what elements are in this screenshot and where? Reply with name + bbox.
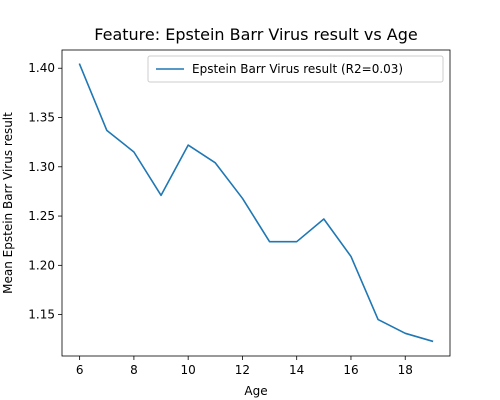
x-axis: 6 8 10 12 14 16 18	[76, 356, 413, 377]
y-tick-label: 1.15	[28, 308, 55, 322]
y-tick-label: 1.40	[28, 61, 55, 75]
x-tick-label: 12	[235, 363, 250, 377]
legend: Epstein Barr Virus result (R2=0.03)	[147, 55, 444, 83]
y-tick-label: 1.35	[28, 111, 55, 125]
legend-entry: Epstein Barr Virus result (R2=0.03)	[192, 62, 403, 76]
legend-box	[147, 55, 444, 83]
x-tick-label: 8	[130, 363, 138, 377]
chart-title: Feature: Epstein Barr Virus result vs Ag…	[94, 25, 417, 44]
y-tick-label: 1.25	[28, 209, 55, 223]
x-tick-label: 18	[398, 363, 413, 377]
plot-frame	[61, 49, 451, 357]
y-axis-label: Mean Epstein Barr Virus result	[1, 112, 15, 294]
x-tick-label: 14	[289, 363, 304, 377]
y-axis: 1.15 1.20 1.25 1.30 1.35 1.40	[28, 61, 62, 322]
series-line	[78, 63, 434, 343]
x-tick-label: 10	[181, 363, 196, 377]
y-tick-label: 1.30	[28, 160, 55, 174]
x-tick-label: 6	[76, 363, 84, 377]
x-axis-label: Age	[244, 384, 267, 398]
x-tick-label: 16	[343, 363, 358, 377]
y-tick-label: 1.20	[28, 258, 55, 272]
